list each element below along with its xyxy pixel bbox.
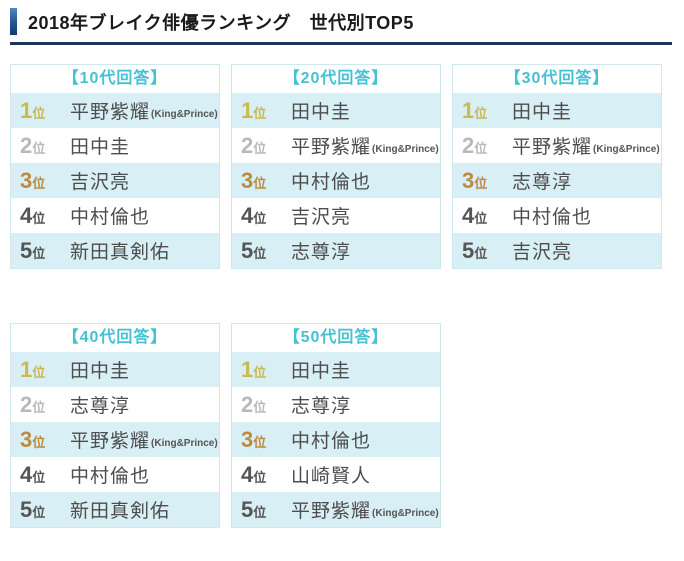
- rank-label: 4位: [241, 461, 267, 487]
- rank-row: 2位 志尊淳: [11, 387, 219, 422]
- rank-row: 5位 新田真剣佑: [11, 492, 219, 527]
- actor-name: 志尊淳: [291, 396, 352, 417]
- table-header: 【40代回答】: [62, 329, 168, 346]
- actor-name: 田中圭: [70, 137, 131, 158]
- rank-label: 3位: [462, 167, 488, 193]
- actor-group-note: (King&Prince): [372, 144, 439, 155]
- rank-row: 1位 田中圭: [232, 352, 440, 387]
- actor-group-note: (King&Prince): [372, 508, 439, 519]
- rank-label: 2位: [20, 132, 46, 158]
- ranking-table-20s: 【20代回答】 1位 田中圭 2位 平野紫耀 (King&Prince) 3位 …: [231, 64, 441, 269]
- rank-label: 1位: [241, 356, 267, 382]
- ranking-table-50s: 【50代回答】 1位 田中圭 2位 志尊淳 3位 中村倫也 4位 山崎賢人 5位…: [231, 323, 441, 528]
- ranking-tables-grid: 【10代回答】 1位 平野紫耀 (King&Prince) 2位 田中圭 3位 …: [10, 64, 682, 528]
- rank-row: 3位 平野紫耀 (King&Prince): [11, 422, 219, 457]
- rank-label: 3位: [241, 167, 267, 193]
- actor-name: 新田真剣佑: [70, 242, 171, 263]
- rank-row: 2位 平野紫耀 (King&Prince): [232, 128, 440, 163]
- ranking-table-30s: 【30代回答】 1位 田中圭 2位 平野紫耀 (King&Prince) 3位 …: [452, 64, 662, 269]
- page: 2018年ブレイク俳優ランキング 世代別TOP5 【10代回答】 1位 平野紫耀…: [10, 8, 682, 528]
- rank-row: 2位 田中圭: [11, 128, 219, 163]
- title-accent-bar: [10, 8, 17, 35]
- actor-group-note: (King&Prince): [151, 109, 218, 120]
- actor-name: 吉沢亮: [512, 242, 573, 263]
- ranking-table-40s: 【40代回答】 1位 田中圭 2位 志尊淳 3位 平野紫耀 (King&Prin…: [10, 323, 220, 528]
- rank-label: 4位: [20, 202, 46, 228]
- actor-name: 田中圭: [70, 361, 131, 382]
- actor-name: 志尊淳: [70, 396, 131, 417]
- rank-label: 3位: [241, 426, 267, 452]
- rank-row: 5位 平野紫耀 (King&Prince): [232, 492, 440, 527]
- page-title-block: 2018年ブレイク俳優ランキング 世代別TOP5: [10, 8, 672, 45]
- rank-row: 5位 吉沢亮: [453, 233, 661, 268]
- rank-label: 5位: [20, 237, 46, 263]
- rank-label: 1位: [241, 97, 267, 123]
- rank-label: 1位: [20, 97, 46, 123]
- rank-label: 4位: [20, 461, 46, 487]
- table-header: 【20代回答】: [283, 70, 389, 87]
- actor-name: 平野紫耀: [70, 102, 151, 123]
- page-title: 2018年ブレイク俳優ランキング 世代別TOP5: [28, 12, 414, 33]
- actor-name: 新田真剣佑: [70, 501, 171, 522]
- rank-label: 4位: [462, 202, 488, 228]
- rank-row: 4位 中村倫也: [11, 457, 219, 492]
- rank-row: 1位 田中圭: [11, 352, 219, 387]
- rank-row: 5位 新田真剣佑: [11, 233, 219, 268]
- actor-name: 中村倫也: [512, 207, 593, 228]
- rank-label: 2位: [241, 132, 267, 158]
- table-header: 【10代回答】: [62, 70, 168, 87]
- rank-row: 2位 平野紫耀 (King&Prince): [453, 128, 661, 163]
- rank-row: 3位 吉沢亮: [11, 163, 219, 198]
- actor-name: 平野紫耀: [70, 431, 151, 452]
- actor-name: 中村倫也: [291, 172, 372, 193]
- rank-row: 3位 中村倫也: [232, 163, 440, 198]
- rank-row: 3位 中村倫也: [232, 422, 440, 457]
- actor-name: 志尊淳: [291, 242, 352, 263]
- actor-name: 中村倫也: [291, 431, 372, 452]
- actor-name: 平野紫耀: [512, 137, 593, 158]
- actor-name: 平野紫耀: [291, 501, 372, 522]
- rank-label: 5位: [462, 237, 488, 263]
- rank-row: 3位 志尊淳: [453, 163, 661, 198]
- rank-label: 1位: [462, 97, 488, 123]
- rank-label: 3位: [20, 167, 46, 193]
- rank-row: 4位 山崎賢人: [232, 457, 440, 492]
- ranking-table-10s: 【10代回答】 1位 平野紫耀 (King&Prince) 2位 田中圭 3位 …: [10, 64, 220, 269]
- table-header: 【30代回答】: [504, 70, 610, 87]
- rank-label: 5位: [241, 237, 267, 263]
- actor-name: 吉沢亮: [291, 207, 352, 228]
- rank-label: 2位: [462, 132, 488, 158]
- rank-row: 1位 平野紫耀 (King&Prince): [11, 93, 219, 128]
- actor-name: 中村倫也: [70, 207, 151, 228]
- actor-group-note: (King&Prince): [151, 438, 218, 449]
- table-header: 【50代回答】: [283, 329, 389, 346]
- rank-row: 2位 志尊淳: [232, 387, 440, 422]
- rank-row: 4位 中村倫也: [453, 198, 661, 233]
- actor-name: 吉沢亮: [70, 172, 131, 193]
- actor-name: 平野紫耀: [291, 137, 372, 158]
- rank-label: 1位: [20, 356, 46, 382]
- actor-name: 田中圭: [291, 361, 352, 382]
- rank-label: 2位: [20, 391, 46, 417]
- actor-name: 田中圭: [291, 102, 352, 123]
- actor-name: 志尊淳: [512, 172, 573, 193]
- rank-label: 3位: [20, 426, 46, 452]
- rank-label: 4位: [241, 202, 267, 228]
- rank-label: 5位: [241, 496, 267, 522]
- rank-row: 1位 田中圭: [453, 93, 661, 128]
- actor-group-note: (King&Prince): [593, 144, 660, 155]
- actor-name: 田中圭: [512, 102, 573, 123]
- actor-name: 中村倫也: [70, 466, 151, 487]
- rank-label: 5位: [20, 496, 46, 522]
- rank-row: 5位 志尊淳: [232, 233, 440, 268]
- rank-row: 1位 田中圭: [232, 93, 440, 128]
- rank-row: 4位 中村倫也: [11, 198, 219, 233]
- rank-label: 2位: [241, 391, 267, 417]
- actor-name: 山崎賢人: [291, 466, 372, 487]
- rank-row: 4位 吉沢亮: [232, 198, 440, 233]
